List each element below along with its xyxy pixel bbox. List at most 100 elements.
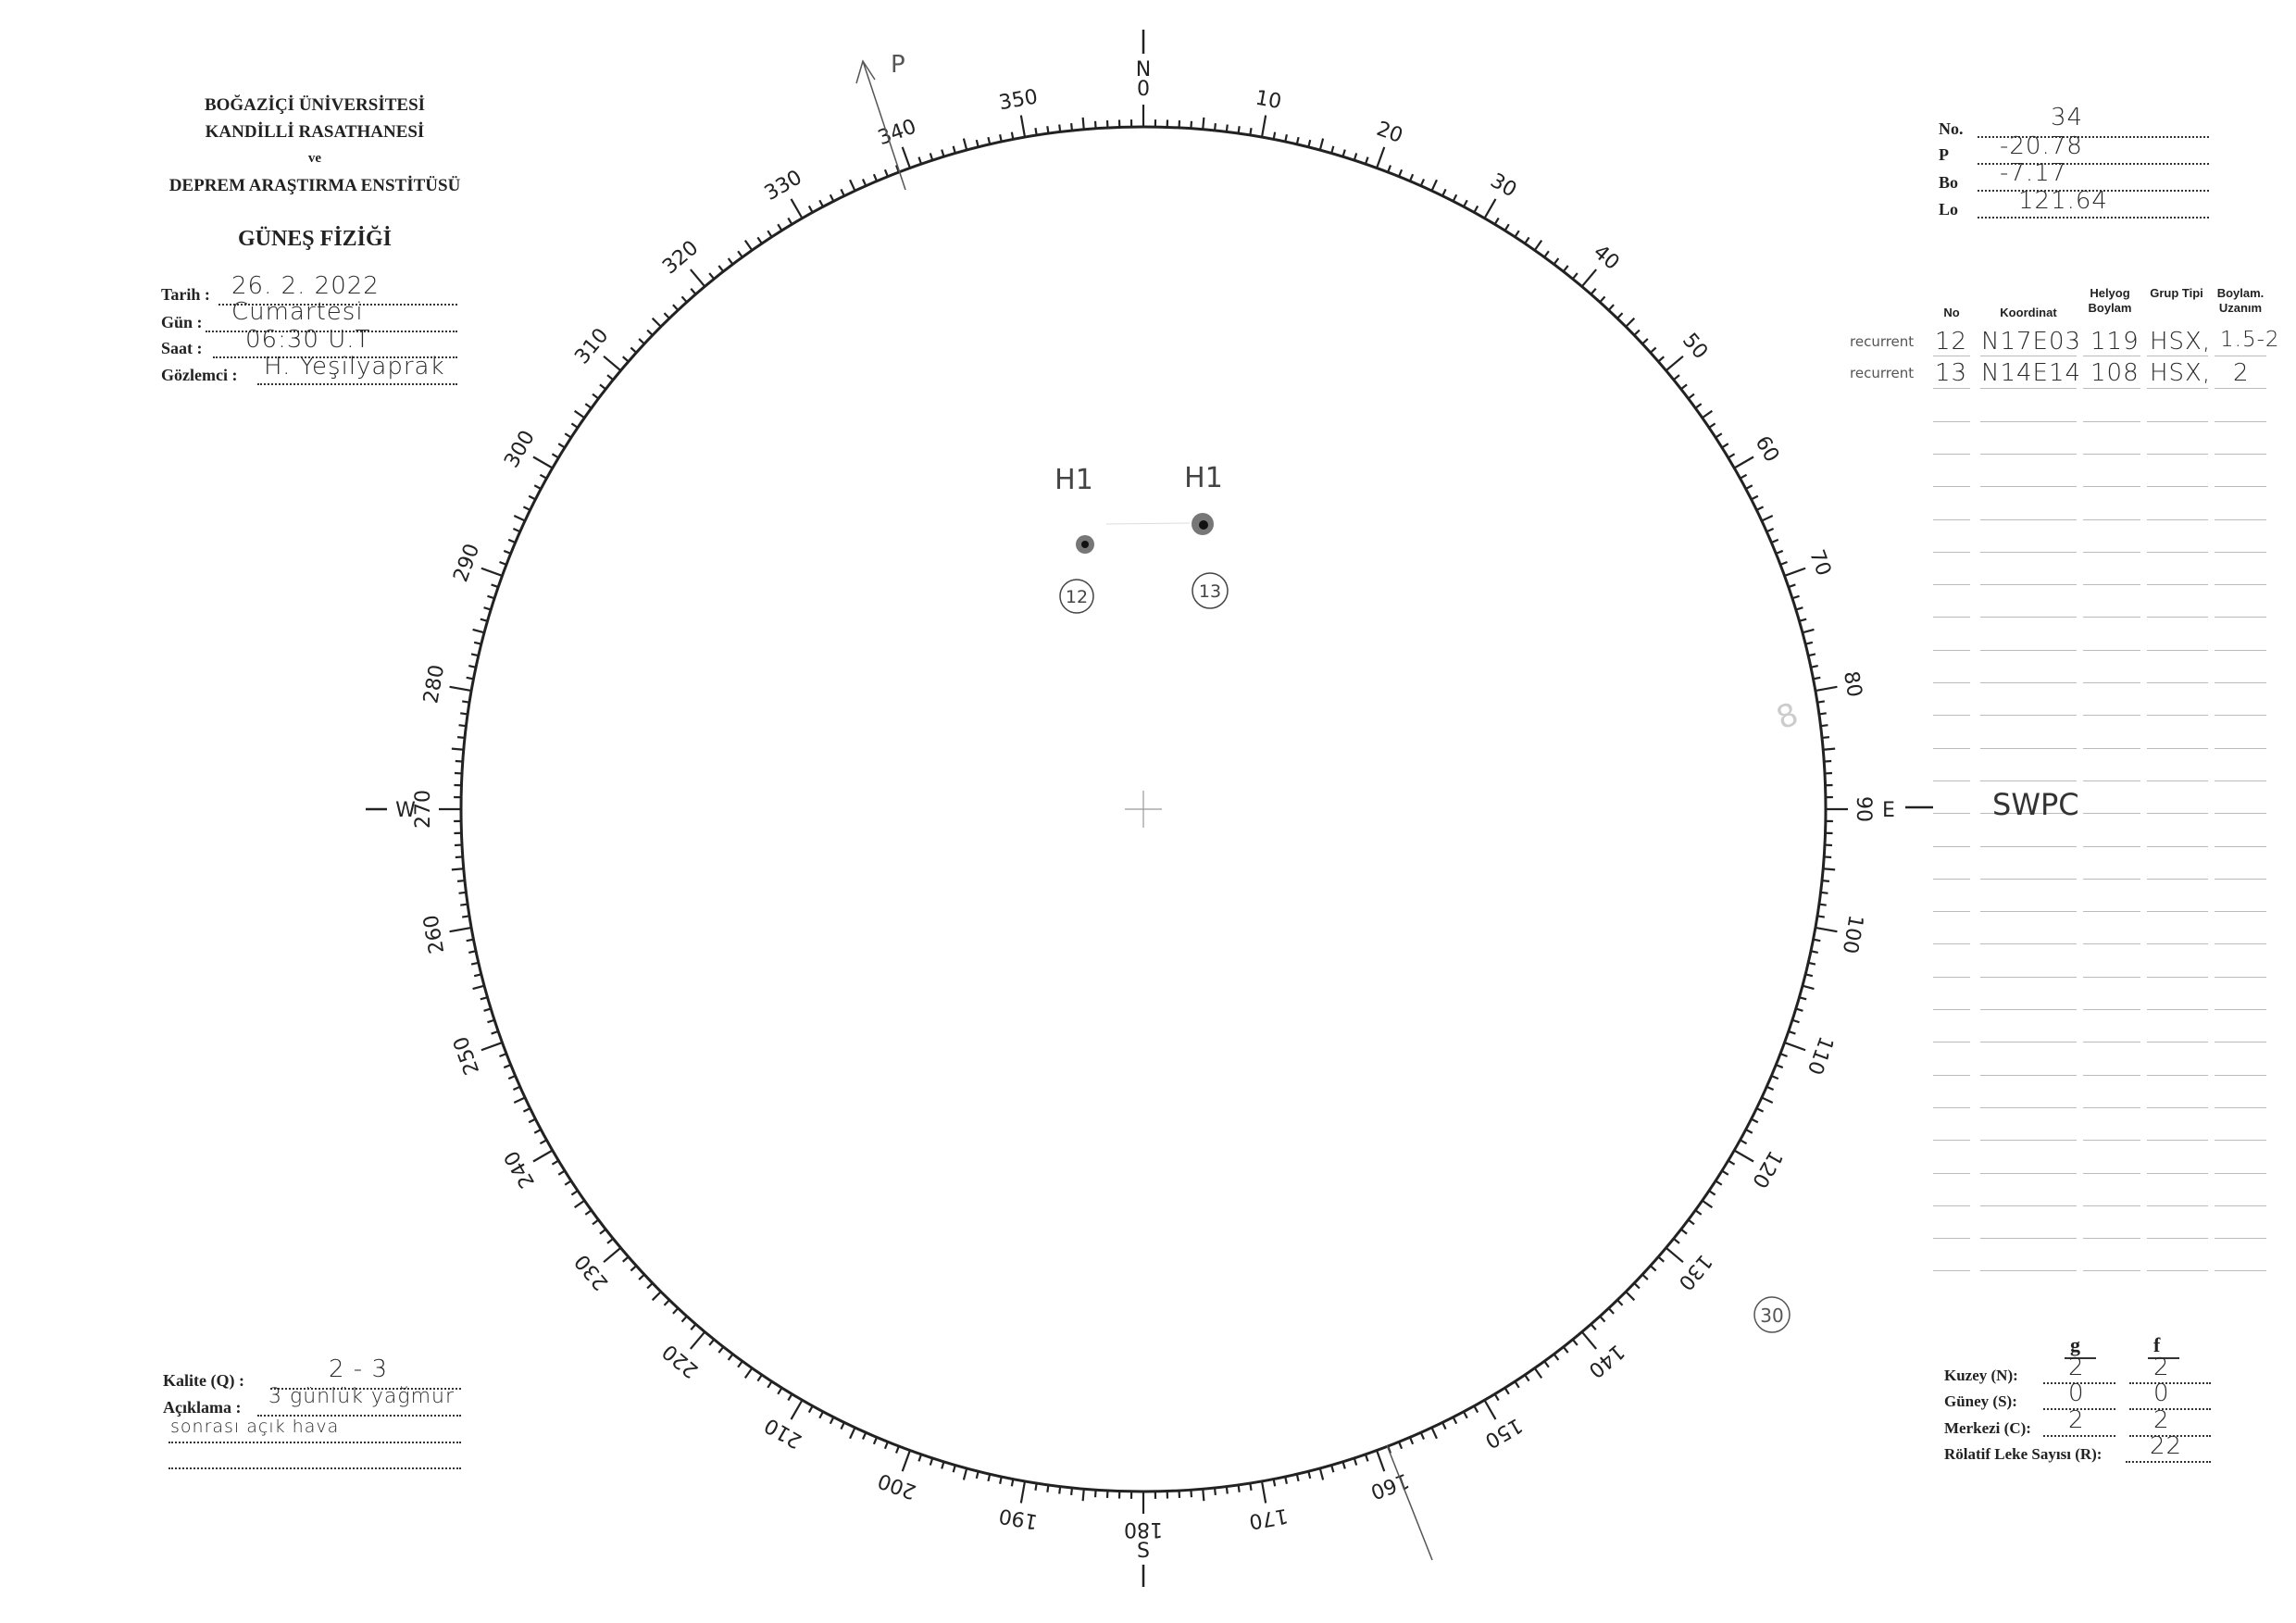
table-rule bbox=[2083, 1172, 2140, 1174]
cell-no[interactable]: 12 bbox=[1935, 328, 1968, 356]
degree-tick bbox=[1818, 712, 1827, 716]
sunspot-group-12[interactable]: H1 12 bbox=[1054, 464, 1094, 614]
table-rule bbox=[2083, 486, 2140, 488]
institution-line-1: BOĞAZİÇİ ÜNİVERSİTESİ bbox=[204, 95, 426, 115]
table-rule bbox=[2083, 420, 2140, 422]
degree-tick bbox=[1330, 145, 1335, 154]
degree-tick bbox=[533, 484, 542, 490]
degree-tick bbox=[1779, 1053, 1788, 1058]
table-rule bbox=[1980, 813, 2077, 815]
degree-tick bbox=[638, 1273, 645, 1280]
relative-number-value[interactable]: 22 bbox=[2150, 1432, 2183, 1460]
degree-tick bbox=[630, 1265, 638, 1272]
degree-label-150: 150 bbox=[1480, 1413, 1526, 1453]
south-label: S bbox=[1137, 1540, 1150, 1563]
degree-tick bbox=[840, 1421, 845, 1430]
degree-tick bbox=[533, 1129, 542, 1134]
relative-number-line bbox=[2126, 1461, 2211, 1463]
time-value[interactable]: 06:30 U.T bbox=[245, 326, 371, 354]
param-value-no[interactable]: 34 bbox=[2051, 104, 2084, 131]
degree-tick bbox=[690, 288, 697, 295]
cell-uzanim[interactable]: 2 bbox=[2233, 359, 2250, 387]
south-g-line bbox=[2043, 1408, 2115, 1410]
center-g-line bbox=[2043, 1435, 2115, 1437]
degree-tick bbox=[1237, 1484, 1241, 1492]
table-rule bbox=[1980, 1140, 2077, 1142]
degree-tick bbox=[507, 538, 517, 544]
degree-tick bbox=[1641, 1273, 1649, 1280]
cell-uzanim[interactable]: 1.5-2 bbox=[2220, 328, 2280, 352]
degree-tick bbox=[1473, 1405, 1479, 1414]
degree-tick bbox=[599, 383, 606, 391]
cell-boylam[interactable]: 119 bbox=[2090, 328, 2140, 356]
quality-value[interactable]: 2 - 3 bbox=[329, 1355, 388, 1383]
north-f[interactable]: 2 bbox=[2153, 1354, 2170, 1381]
table-rule bbox=[1933, 1140, 1970, 1142]
table-rule bbox=[2215, 911, 2266, 913]
degree-tick bbox=[1213, 122, 1217, 131]
table-rule bbox=[2147, 747, 2208, 749]
table-rule bbox=[2083, 1009, 2140, 1010]
table-rule bbox=[1980, 780, 2077, 781]
degree-tick bbox=[1657, 356, 1665, 363]
spot-class-label: H1 bbox=[1054, 464, 1093, 496]
table-rule bbox=[2083, 878, 2140, 880]
table-rule bbox=[2147, 1238, 2208, 1240]
table-rule bbox=[1933, 1074, 1970, 1076]
degree-tick bbox=[1770, 1074, 1779, 1080]
degree-tick bbox=[1504, 223, 1510, 231]
sunspot-group-13[interactable]: H1 13 bbox=[1184, 462, 1229, 609]
table-rule bbox=[1933, 845, 1970, 847]
degree-tick bbox=[551, 453, 559, 459]
south-g[interactable]: 0 bbox=[2068, 1380, 2085, 1407]
east-label: E bbox=[1882, 799, 1895, 822]
remark-value-1[interactable]: 3 günlük yağmur bbox=[268, 1385, 455, 1408]
remark-line-2 bbox=[168, 1442, 461, 1443]
group-number: 13 bbox=[1199, 581, 1221, 602]
degree-tick bbox=[1680, 383, 1688, 391]
degree-tick bbox=[466, 676, 474, 680]
table-rule bbox=[1933, 976, 1970, 978]
degree-label-40: 40 bbox=[1589, 241, 1624, 275]
degree-tick bbox=[1649, 1265, 1657, 1272]
degree-label-210: 210 bbox=[761, 1413, 806, 1453]
south-f[interactable]: 0 bbox=[2153, 1380, 2170, 1407]
degree-tick bbox=[468, 665, 477, 668]
cell-boylam[interactable]: 108 bbox=[2090, 359, 2140, 387]
degree-tick bbox=[829, 1417, 835, 1425]
table-rule bbox=[1980, 1172, 2077, 1174]
degree-tick bbox=[1761, 515, 1774, 522]
cell-tip[interactable]: HSX, bbox=[2150, 359, 2212, 387]
table-rule bbox=[2215, 649, 2266, 651]
day-value[interactable]: Cumartesi bbox=[231, 298, 364, 326]
table-rule bbox=[2215, 976, 2266, 978]
table-rule bbox=[2215, 1009, 2266, 1010]
cell-koordinat[interactable]: N14E14 bbox=[1981, 359, 2082, 387]
table-rule bbox=[2147, 1106, 2208, 1108]
observer-value[interactable]: H. Yeşilyaprak bbox=[264, 353, 445, 381]
table-rule bbox=[1933, 486, 1970, 488]
degree-tick bbox=[1353, 1457, 1358, 1466]
remark-value-2[interactable]: sonrası açık hava bbox=[170, 1417, 340, 1437]
table-rule bbox=[2147, 715, 2208, 717]
param-value-p[interactable]: -20.78 bbox=[2000, 132, 2083, 160]
degree-tick bbox=[1795, 1007, 1803, 1012]
degree-tick bbox=[1665, 1246, 1684, 1264]
degree-tick bbox=[1419, 178, 1426, 187]
date-label: Tarih : bbox=[161, 285, 210, 304]
cell-koordinat[interactable]: N17E03 bbox=[1981, 328, 2082, 356]
param-value-bo[interactable]: -7.17 bbox=[2000, 159, 2067, 187]
degree-tick bbox=[929, 1457, 934, 1466]
date-value[interactable]: 26. 2. 2022 bbox=[231, 272, 380, 300]
table-rule bbox=[2147, 420, 2208, 422]
param-value-lo[interactable]: 121.64 bbox=[2018, 187, 2108, 215]
degree-tick bbox=[818, 1411, 824, 1419]
degree-tick bbox=[1452, 1417, 1458, 1425]
cell-no[interactable]: 13 bbox=[1935, 359, 1968, 387]
degree-tick bbox=[1791, 594, 1800, 600]
north-g[interactable]: 2 bbox=[2068, 1354, 2085, 1381]
center-g[interactable]: 2 bbox=[2068, 1406, 2085, 1434]
center-f[interactable]: 2 bbox=[2153, 1406, 2170, 1434]
cell-tip[interactable]: HSX, bbox=[2150, 328, 2212, 356]
degree-tick bbox=[883, 1441, 889, 1450]
